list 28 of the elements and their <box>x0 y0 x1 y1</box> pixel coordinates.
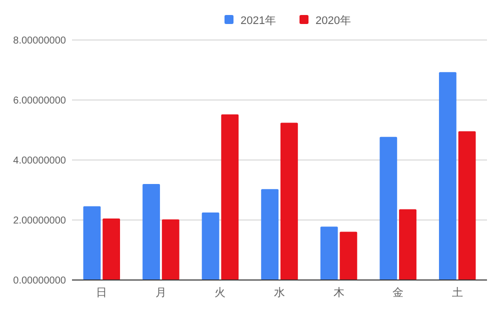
y-tick-label: 6.00000000 <box>13 96 66 106</box>
bar <box>438 72 456 280</box>
bar <box>162 219 180 280</box>
bar <box>261 189 279 280</box>
bar <box>380 136 398 280</box>
y-tick-label: 8.00000000 <box>13 36 66 46</box>
y-tick-label: 2.00000000 <box>13 216 66 226</box>
bar <box>221 114 239 280</box>
y-tick-label: 0.00000000 <box>13 276 66 286</box>
x-tick-label: 水 <box>274 286 285 299</box>
x-tick-label: 木 <box>333 286 344 299</box>
x-tick-label: 火 <box>214 286 226 299</box>
bar <box>458 131 476 280</box>
legend-label: 2021年 <box>240 14 276 27</box>
x-tick-label: 月 <box>155 287 166 299</box>
bar <box>340 232 358 280</box>
bar <box>102 218 120 280</box>
bar <box>202 212 220 280</box>
legend-label: 2020年 <box>316 14 351 27</box>
bar <box>320 226 338 280</box>
x-tick-label: 金 <box>392 287 404 299</box>
x-tick-label: 土 <box>452 286 463 299</box>
bar <box>142 184 160 280</box>
bar <box>280 122 298 280</box>
x-tick-label: 日 <box>96 287 108 299</box>
bar <box>83 206 101 280</box>
y-tick-label: 4.00000000 <box>13 156 66 166</box>
bar <box>399 209 416 280</box>
